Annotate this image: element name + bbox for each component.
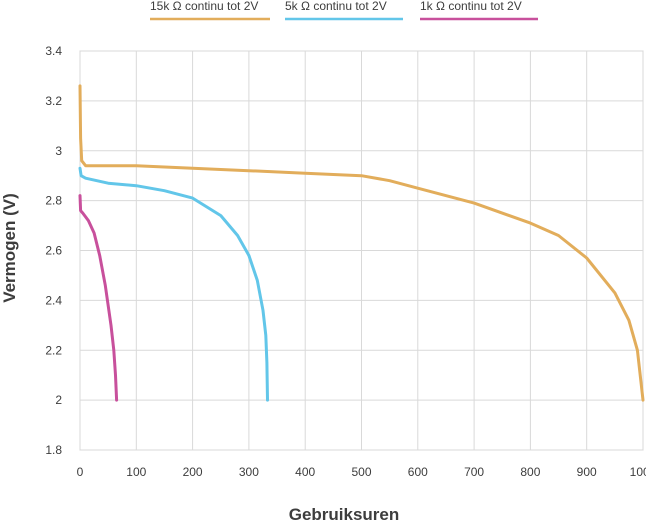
x-tick-label: 600: [408, 465, 428, 479]
legend-label-3: 1k Ω continu tot 2V: [420, 0, 522, 13]
x-tick-label: 800: [520, 465, 540, 479]
y-tick-label: 2.8: [45, 194, 62, 208]
y-tick-label: 3.4: [45, 44, 62, 58]
y-axis-title: Vermogen (V): [0, 193, 19, 303]
x-tick-label: 200: [183, 465, 203, 479]
legend: 15k Ω continu tot 2V 5k Ω continu tot 2V 1…: [150, 0, 538, 21]
y-tick-label: 3: [55, 144, 62, 158]
x-tick-label: 0: [77, 465, 84, 479]
series-lines: [78, 84, 645, 402]
legend-label-1: 15k Ω continu tot 2V: [150, 0, 258, 13]
y-tick-label: 3.2: [45, 94, 62, 108]
tick-labels: 0 100 200 300 400 500 600 700 800 900 1000 1.8 2 2.2 2…: [45, 44, 646, 479]
series-line-3: [78, 194, 119, 402]
series-line-1: [78, 84, 645, 402]
y-tick-label: 1.8: [45, 443, 62, 457]
y-tick-label: 2.4: [45, 293, 62, 307]
legend-label-2: 5k Ω continu tot 2V: [285, 0, 387, 13]
grid-lines: [79, 50, 644, 451]
x-tick-label: 300: [239, 465, 259, 479]
x-tick-label: 900: [577, 465, 597, 479]
x-tick-label: 1000: [630, 465, 646, 479]
series-line-2: [78, 166, 269, 402]
y-tick-label: 2.2: [45, 343, 62, 357]
x-tick-label: 400: [295, 465, 315, 479]
x-tick-label: 700: [464, 465, 484, 479]
y-tick-label: 2: [55, 393, 62, 407]
y-tick-label: 2.6: [45, 244, 62, 258]
x-axis-title: Gebruiksuren: [289, 505, 400, 521]
x-tick-label: 500: [351, 465, 371, 479]
x-tick-label: 100: [126, 465, 146, 479]
